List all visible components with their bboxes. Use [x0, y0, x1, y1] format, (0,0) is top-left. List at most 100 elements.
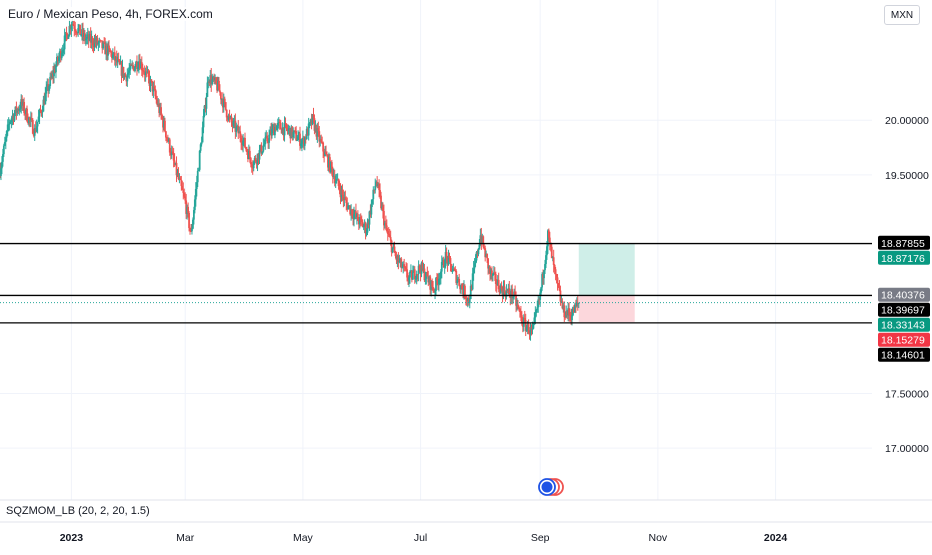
y-tick-label: 17.50000 [885, 388, 929, 400]
candle-body [83, 33, 85, 37]
candle [149, 75, 152, 93]
candle [56, 53, 58, 68]
candle [387, 227, 390, 237]
candle-body [50, 76, 53, 78]
candle-body [497, 279, 500, 290]
candle [410, 264, 412, 274]
candle [301, 130, 304, 148]
candle [261, 151, 264, 155]
currency-button[interactable]: MXN [884, 5, 920, 25]
price-tag-label: 18.87855 [881, 238, 925, 250]
candle [191, 223, 193, 235]
candle [455, 269, 458, 285]
candle [566, 309, 569, 319]
candle [365, 228, 368, 237]
candle-body [14, 106, 17, 114]
candle [298, 131, 300, 142]
candle-body [279, 122, 282, 130]
candle-body [552, 257, 555, 265]
candle [26, 105, 28, 123]
candle [354, 209, 356, 220]
candle [238, 126, 241, 134]
candle-body [136, 61, 138, 69]
candle-body [75, 31, 78, 33]
candle-body [519, 309, 521, 313]
event-markers [538, 478, 564, 496]
candle-body [391, 247, 394, 253]
candle-body [126, 74, 129, 82]
candle-body [31, 119, 34, 134]
candle [293, 130, 296, 139]
candle [564, 311, 567, 320]
candle-body [343, 197, 346, 200]
candle-body [162, 118, 164, 128]
candle-body [515, 295, 517, 306]
candle [234, 113, 237, 139]
candle-body [42, 99, 45, 112]
candle [378, 179, 380, 198]
candle [555, 273, 558, 284]
candle [487, 258, 489, 275]
candle-body [301, 141, 303, 144]
candle [311, 114, 314, 126]
candle [347, 202, 350, 210]
candle-body [466, 298, 469, 301]
candle [19, 101, 22, 113]
candle [58, 48, 61, 63]
candle [406, 263, 408, 282]
indicator-label[interactable]: SQZMOM_LB (20, 2, 20, 1.5) [6, 505, 150, 517]
candle-body [322, 142, 325, 152]
candle [351, 209, 353, 219]
candles [0, 18, 580, 341]
candle-body [490, 270, 492, 274]
candle-body [323, 151, 326, 156]
candle [161, 113, 163, 120]
candle [567, 303, 570, 322]
candle-body [386, 231, 389, 234]
candle [181, 180, 184, 191]
candle [325, 145, 327, 155]
candle [390, 239, 393, 257]
candle-body [363, 223, 366, 227]
candle [122, 66, 125, 81]
candle-body [222, 98, 225, 108]
candle [105, 41, 108, 60]
candle-body [243, 137, 245, 141]
candle-body [342, 194, 345, 200]
candle-body [311, 114, 314, 125]
candle [464, 284, 466, 300]
candle [329, 161, 332, 174]
candle-body [197, 169, 200, 171]
candle [480, 227, 483, 251]
candle-body [473, 263, 476, 269]
candle [551, 256, 554, 262]
candle-body [309, 119, 312, 123]
candle-body [577, 303, 580, 304]
candle [128, 62, 131, 79]
candle [545, 250, 547, 269]
candle-body [550, 246, 553, 259]
candle-body [272, 126, 274, 129]
candle-body [365, 232, 368, 234]
candle-body [95, 38, 98, 44]
candle-body [158, 103, 161, 113]
candle [160, 102, 162, 120]
candle [137, 61, 139, 72]
candle-body [64, 32, 67, 36]
candle [301, 137, 303, 152]
candle [395, 251, 398, 265]
candle-body [190, 230, 192, 232]
candle [386, 228, 389, 241]
candle [560, 295, 563, 303]
candle [270, 123, 272, 141]
candle [288, 125, 291, 137]
price-tag-box [878, 250, 930, 265]
price-tag-label: 18.87176 [881, 253, 925, 265]
candle-body [10, 118, 13, 122]
candle-body [160, 107, 162, 115]
candle [7, 117, 10, 132]
candle [334, 174, 337, 188]
candle [284, 117, 287, 129]
candle-body [304, 137, 307, 139]
